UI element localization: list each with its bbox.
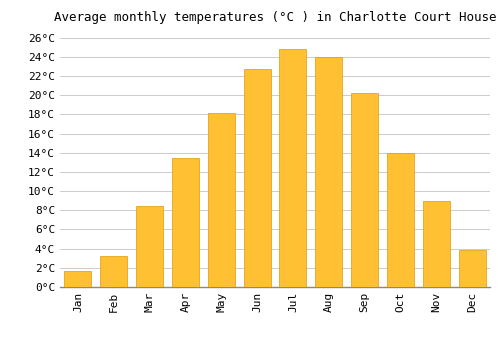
Bar — [64, 271, 92, 287]
Bar — [244, 69, 270, 287]
Bar — [208, 113, 234, 287]
Bar — [458, 250, 485, 287]
Bar — [423, 201, 450, 287]
Bar — [387, 153, 414, 287]
Bar — [351, 93, 378, 287]
Bar — [172, 159, 199, 287]
Bar — [136, 206, 163, 287]
Bar — [100, 256, 127, 287]
Bar — [280, 49, 306, 287]
Bar — [316, 57, 342, 287]
Title: Average monthly temperatures (°C ) in Charlotte Court House: Average monthly temperatures (°C ) in Ch… — [54, 11, 496, 24]
